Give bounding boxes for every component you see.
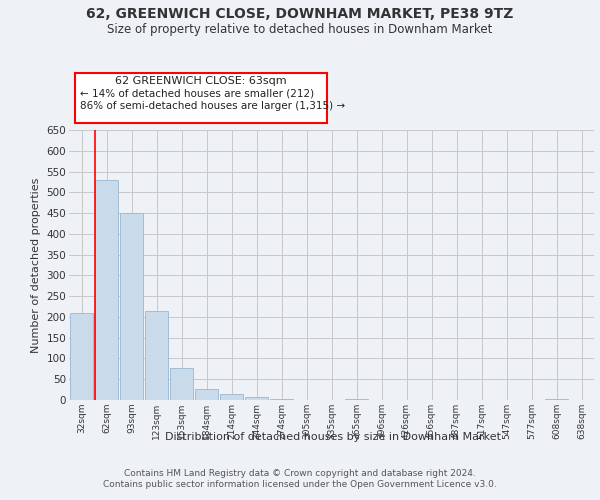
Text: Contains HM Land Registry data © Crown copyright and database right 2024.: Contains HM Land Registry data © Crown c… <box>124 469 476 478</box>
Bar <box>170 368 193 400</box>
Text: 62, GREENWICH CLOSE, DOWNHAM MARKET, PE38 9TZ: 62, GREENWICH CLOSE, DOWNHAM MARKET, PE3… <box>86 8 514 22</box>
Text: ← 14% of detached houses are smaller (212): ← 14% of detached houses are smaller (21… <box>80 89 314 99</box>
Bar <box>545 399 568 400</box>
Bar <box>270 399 293 400</box>
Bar <box>245 396 268 400</box>
Y-axis label: Number of detached properties: Number of detached properties <box>31 178 41 352</box>
Bar <box>195 389 218 400</box>
Bar <box>345 399 368 400</box>
Bar <box>70 313 93 400</box>
Text: Contains public sector information licensed under the Open Government Licence v3: Contains public sector information licen… <box>103 480 497 489</box>
Text: 86% of semi-detached houses are larger (1,315) →: 86% of semi-detached houses are larger (… <box>80 101 345 111</box>
Text: Size of property relative to detached houses in Downham Market: Size of property relative to detached ho… <box>107 24 493 36</box>
Bar <box>95 180 118 400</box>
Bar <box>145 310 168 400</box>
Text: 62 GREENWICH CLOSE: 63sqm: 62 GREENWICH CLOSE: 63sqm <box>115 76 287 86</box>
Text: Distribution of detached houses by size in Downham Market: Distribution of detached houses by size … <box>165 432 501 442</box>
Bar <box>220 394 243 400</box>
Bar <box>120 213 143 400</box>
